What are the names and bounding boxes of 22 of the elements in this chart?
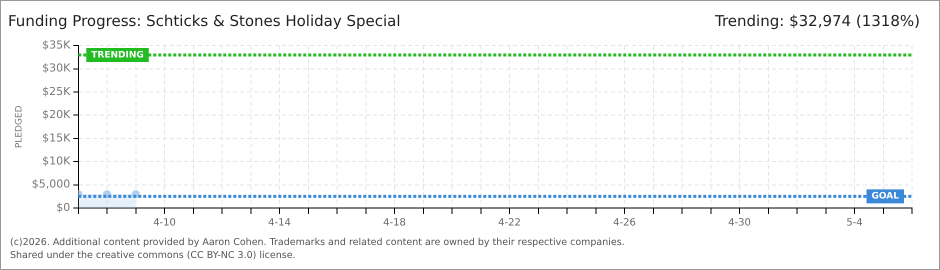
ref-line-label: TRENDING xyxy=(91,50,144,60)
x-tick-label: 4-26 xyxy=(613,218,636,229)
y-tick-label: $5,000 xyxy=(32,178,70,191)
x-tick-label: 4-30 xyxy=(728,218,751,229)
x-tick-label: 4-18 xyxy=(383,218,406,229)
text: Shared under the creative commons (CC BY-NC 3.0) license. xyxy=(10,250,296,261)
y-tick-label: $25K xyxy=(42,84,72,98)
chart-subtitle: Trending: $32,974 (1318%) xyxy=(715,12,920,30)
y-tick-label: $0 xyxy=(56,200,70,214)
ref-line-label: GOAL xyxy=(872,192,900,202)
y-axis-title: PLEDGED xyxy=(14,105,25,148)
y-tick-label: $30K xyxy=(42,62,72,75)
y-tick-label: $20K xyxy=(42,108,72,122)
chart-title: Funding Progress: Schticks & Stones Holiday Special xyxy=(8,12,401,30)
y-tick-label: $15K xyxy=(42,131,72,144)
x-tick-label: 4-14 xyxy=(268,218,291,229)
y-tick-label: $35K xyxy=(42,38,72,52)
y-tick-label: $10K xyxy=(42,154,72,168)
x-tick-label: 4-10 xyxy=(153,218,176,229)
x-tick-label: 5-4 xyxy=(846,218,863,229)
text: (c)2026. Additional content provided by Aaron Cohen. Trademarks and related content are owned by their respective companies. xyxy=(10,237,625,248)
x-tick-label: 4-22 xyxy=(498,218,521,229)
